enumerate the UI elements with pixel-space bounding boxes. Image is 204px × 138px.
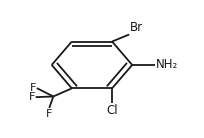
Text: Cl: Cl (106, 104, 118, 117)
Text: F: F (28, 92, 35, 102)
Text: F: F (30, 83, 36, 93)
Text: NH₂: NH₂ (156, 59, 178, 71)
Text: Br: Br (130, 21, 143, 34)
Text: F: F (46, 109, 52, 119)
